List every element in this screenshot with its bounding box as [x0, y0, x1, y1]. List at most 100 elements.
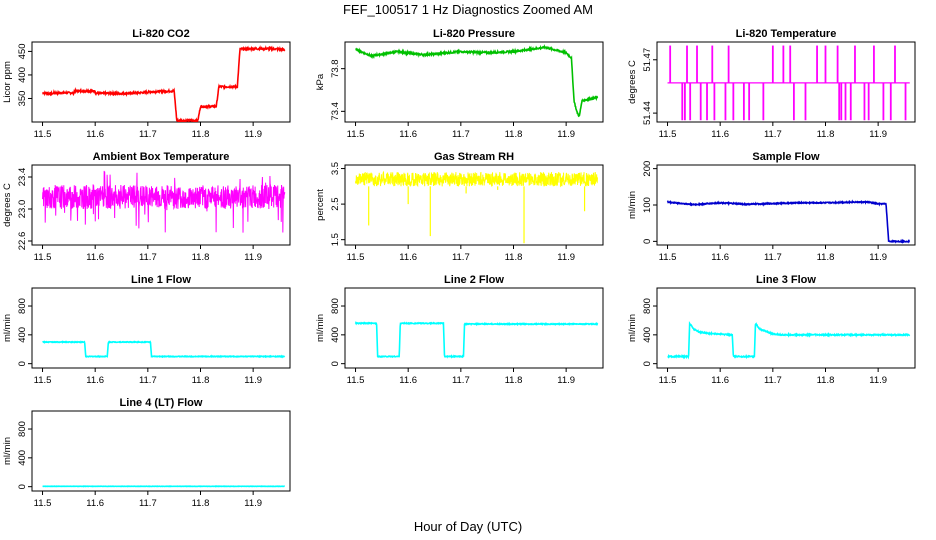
series-line — [354, 320, 599, 359]
x-tick-label: 11.5 — [34, 375, 52, 386]
y-tick-label: 0 — [642, 239, 653, 244]
y-tick-label: 0 — [17, 484, 28, 489]
data-layer — [355, 170, 599, 244]
x-tick-label: 11.6 — [711, 252, 729, 263]
x-tick-label: 11.7 — [764, 375, 782, 386]
data-layer — [42, 340, 286, 359]
x-tick-label: 11.8 — [817, 252, 835, 263]
y-tick-label: 51.44 — [642, 101, 653, 125]
plot-frame — [31, 287, 291, 369]
data-layer — [42, 44, 286, 122]
figure-xlabel: Hour of Day (UTC) — [414, 519, 522, 534]
x-tick-label: 11.6 — [399, 252, 417, 263]
x-tick-label: 11.6 — [399, 129, 417, 140]
y-tick-label: 350 — [17, 91, 28, 107]
panel-title: Line 2 Flow — [444, 274, 504, 286]
plot-frame — [344, 164, 604, 246]
y-tick-label: 800 — [642, 298, 653, 314]
y-axis-label: ml/min — [627, 191, 638, 219]
x-tick-label: 11.7 — [452, 129, 470, 140]
y-axis-label: ml/min — [315, 314, 326, 342]
x-tick-label: 11.5 — [34, 129, 52, 140]
y-tick-label: 0 — [330, 361, 341, 366]
y-axis-label: ml/min — [2, 314, 13, 342]
x-tick-label: 11.9 — [557, 375, 575, 386]
x-tick-label: 11.6 — [86, 498, 104, 509]
y-tick-label: 200 — [642, 161, 653, 177]
panel-p9: Line 3 Flow ml/min 11.5 11.6 11.7 11.8 11.9 0 40… — [627, 274, 916, 386]
x-tick-label: 11.9 — [244, 375, 262, 386]
x-tick-label: 11.5 — [347, 129, 365, 140]
y-tick-label: 73.8 — [330, 59, 341, 78]
series-line — [355, 170, 599, 188]
y-axis-label: percent — [315, 189, 326, 221]
plot-frame — [656, 41, 916, 123]
plot-frame — [344, 41, 604, 123]
x-tick-label: 11.5 — [347, 252, 365, 263]
panel-p6: Sample Flow ml/min 11.5 11.6 11.7 11.8 11.9 0 10… — [627, 151, 916, 263]
y-tick-label: 0 — [17, 361, 28, 366]
x-tick-label: 11.8 — [505, 252, 523, 263]
plot-frame — [31, 41, 291, 123]
y-tick-label: 22.6 — [17, 232, 28, 251]
x-tick-label: 11.9 — [869, 252, 887, 263]
x-tick-label: 11.9 — [557, 129, 575, 140]
plot-frame — [344, 287, 604, 369]
panel-p1: Li-820 CO2 Licor ppm 11.5 11.6 11.7 11.8 11.9 3… — [2, 28, 291, 140]
panel-p7: Line 1 Flow ml/min 11.5 11.6 11.7 11.8 11.9 0 40… — [2, 274, 291, 386]
x-tick-label: 11.9 — [244, 498, 262, 509]
x-tick-label: 11.8 — [192, 252, 210, 263]
series-line — [355, 44, 599, 118]
x-tick-label: 11.9 — [557, 252, 575, 263]
x-tick-label: 11.8 — [817, 375, 835, 386]
series-line — [42, 340, 286, 359]
x-tick-label: 11.8 — [505, 375, 523, 386]
x-tick-label: 11.6 — [86, 375, 104, 386]
y-tick-label: 800 — [17, 421, 28, 437]
y-tick-label: 100 — [642, 197, 653, 213]
y-axis-label: degrees C — [2, 183, 13, 227]
panel-title: Sample Flow — [752, 151, 820, 163]
panel-p3: Li-820 Temperature degrees C 11.5 11.6 11.7 1… — [627, 28, 916, 140]
y-axis-label: ml/min — [2, 437, 13, 465]
y-tick-label: 3.5 — [330, 162, 341, 175]
x-tick-label: 11.7 — [139, 375, 157, 386]
y-tick-label: 800 — [17, 298, 28, 314]
data-layer — [667, 45, 910, 121]
panel-p8: Line 2 Flow ml/min 11.5 11.6 11.7 11.8 11.9 0 40… — [315, 274, 604, 386]
y-axis-label: degrees C — [627, 60, 638, 104]
x-tick-label: 11.8 — [817, 129, 835, 140]
plot-frame — [31, 410, 291, 492]
panel-title: Li-820 Temperature — [736, 28, 837, 40]
x-tick-label: 11.5 — [659, 129, 677, 140]
panel-title: Line 1 Flow — [131, 274, 191, 286]
x-tick-label: 11.6 — [711, 129, 729, 140]
x-tick-label: 11.6 — [86, 252, 104, 263]
panel-title: Gas Stream RH — [434, 151, 514, 163]
x-tick-label: 11.9 — [244, 129, 262, 140]
x-tick-label: 11.7 — [139, 252, 157, 263]
x-tick-label: 11.5 — [34, 252, 52, 263]
plot-frame — [31, 164, 291, 246]
x-tick-label: 11.5 — [34, 498, 52, 509]
x-tick-label: 11.6 — [711, 375, 729, 386]
y-tick-label: 2.5 — [330, 198, 341, 211]
series-line — [42, 44, 286, 122]
panel-p10: Line 4 (LT) Flow ml/min 11.5 11.6 11.7 11.8 11… — [2, 397, 291, 509]
figure-title: FEF_100517 1 Hz Diagnostics Zoomed AM — [343, 2, 593, 17]
y-axis-label: kPa — [315, 73, 326, 90]
y-tick-label: 400 — [17, 67, 28, 83]
y-tick-label: 400 — [17, 327, 28, 343]
series-line — [667, 321, 911, 360]
y-tick-label: 400 — [17, 450, 28, 466]
x-tick-label: 11.8 — [505, 129, 523, 140]
data-layer — [355, 44, 599, 118]
data-layer — [667, 321, 911, 360]
y-tick-label: 1.5 — [330, 233, 341, 246]
y-axis-label: Licor ppm — [2, 61, 13, 103]
panel-title: Ambient Box Temperature — [93, 151, 230, 163]
data-layer — [42, 170, 286, 233]
panel-title: Li-820 Pressure — [433, 28, 515, 40]
series-line — [666, 199, 911, 244]
